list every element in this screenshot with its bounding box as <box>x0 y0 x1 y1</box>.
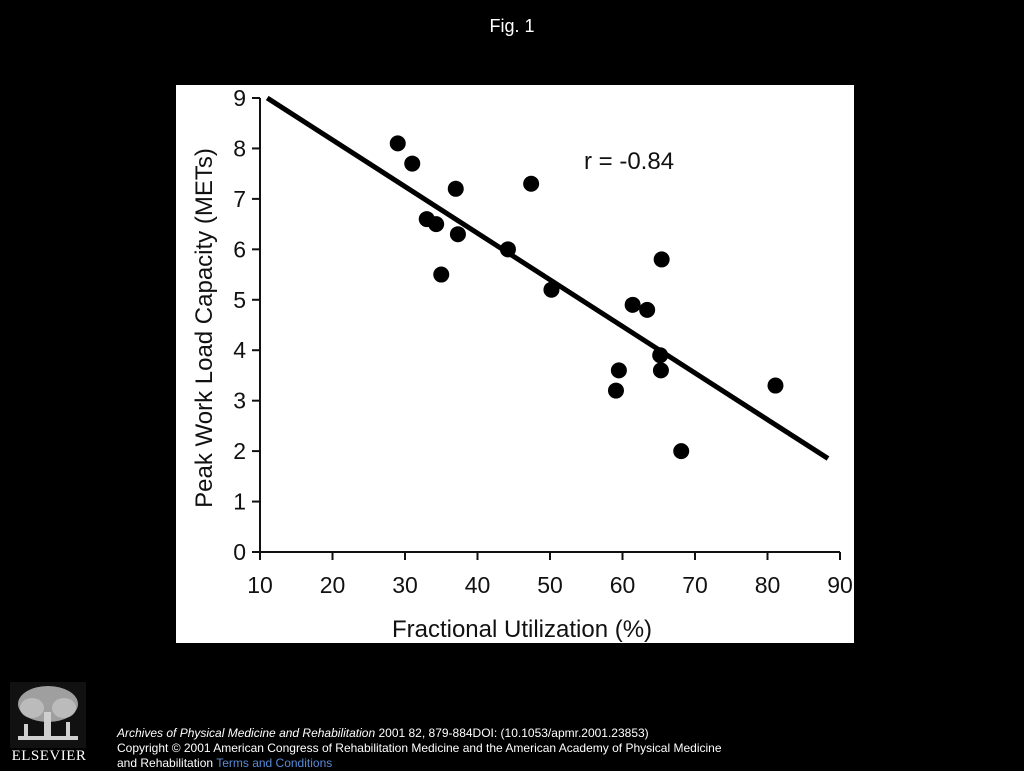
x-tick-label: 30 <box>392 572 418 598</box>
data-point <box>624 296 641 313</box>
figure-title: Fig. 1 <box>489 16 535 36</box>
data-point <box>652 347 669 364</box>
x-tick-labels: 10 20 30 40 50 60 70 80 90 <box>247 572 853 598</box>
y-tick-label: 5 <box>233 287 246 313</box>
y-tick-label: 7 <box>233 186 246 212</box>
data-points <box>389 135 784 460</box>
data-point <box>639 301 656 318</box>
x-tick-label: 80 <box>755 572 781 598</box>
data-point <box>652 362 669 379</box>
regression-line <box>265 95 830 461</box>
data-point <box>767 377 784 394</box>
x-axis-label: Fractional Utilization (%) <box>392 616 652 643</box>
data-point <box>607 382 624 399</box>
x-tick-label: 40 <box>465 572 491 598</box>
data-point <box>428 216 445 233</box>
citation-details: 2001 82, 879-884DOI: (10.1053/apmr.2001.… <box>375 726 649 740</box>
journal-name: Archives of Physical Medicine and Rehabi… <box>117 726 376 740</box>
y-tick-label: 1 <box>233 489 246 515</box>
y-tick-label: 9 <box>233 85 246 111</box>
y-tick-labels: 0 1 2 3 4 5 6 7 8 9 <box>233 85 246 565</box>
x-tick-label: 70 <box>682 572 708 598</box>
data-point <box>673 443 690 460</box>
data-point <box>523 175 540 192</box>
data-point <box>404 155 421 172</box>
terms-and-conditions-link[interactable]: Terms and Conditions <box>216 756 333 770</box>
elsevier-wordmark: ELSEVIER <box>11 748 87 764</box>
data-point <box>389 135 406 152</box>
y-axis-label: Peak Work Load Capacity (METs) <box>191 148 218 508</box>
copyright-text: Copyright © 2001 American Congress of Re… <box>117 741 722 770</box>
x-tick-label: 90 <box>827 572 853 598</box>
tick-marks <box>252 97 841 560</box>
data-point <box>499 241 516 258</box>
y-tick-label: 3 <box>233 388 246 414</box>
data-point <box>543 281 560 298</box>
axes <box>259 98 840 553</box>
y-tick-label: 2 <box>233 438 246 464</box>
x-tick-label: 60 <box>610 572 636 598</box>
copyright-notice: Copyright © 2001 American Congress of Re… <box>117 741 737 771</box>
data-point <box>610 362 627 379</box>
data-point <box>447 180 464 197</box>
y-tick-label: 8 <box>233 135 246 161</box>
data-point <box>653 251 670 268</box>
y-tick-label: 6 <box>233 236 246 262</box>
citation: Archives of Physical Medicine and Rehabi… <box>117 727 737 740</box>
x-tick-label: 10 <box>247 572 273 598</box>
data-point <box>433 266 450 283</box>
elsevier-tree-logo <box>10 682 86 766</box>
x-tick-label: 50 <box>537 572 563 598</box>
y-tick-label: 4 <box>233 337 246 363</box>
data-point <box>449 226 466 243</box>
x-tick-label: 20 <box>320 572 346 598</box>
correlation-annotation: r = -0.84 <box>584 148 674 175</box>
y-tick-label: 0 <box>233 539 246 565</box>
